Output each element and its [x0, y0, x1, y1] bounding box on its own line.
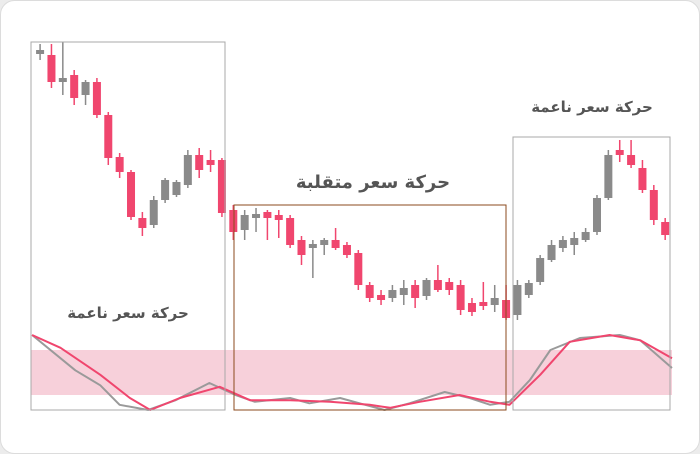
candle-body — [649, 190, 658, 220]
annotation: حركة سعر متقلبة — [296, 172, 450, 193]
candle-body — [92, 82, 101, 115]
candle-body — [36, 50, 45, 54]
candle-body — [104, 115, 113, 158]
candle-body — [547, 245, 556, 260]
candle-body — [513, 285, 522, 315]
candle-body — [467, 303, 476, 312]
candle-body — [331, 240, 340, 248]
candle-body — [627, 155, 636, 165]
region-box — [233, 204, 507, 411]
candle-body — [536, 258, 545, 282]
candle-body — [570, 238, 579, 245]
candle-body — [297, 240, 306, 255]
annotation: حركة سعر ناعمة — [531, 98, 653, 116]
annotation: حركة سعر ناعمة — [67, 304, 189, 322]
region-box — [512, 136, 671, 411]
candle-body — [456, 285, 465, 310]
candle-layer — [36, 42, 670, 320]
candle-body — [445, 282, 454, 290]
candle-body — [422, 280, 431, 296]
candle-body — [252, 214, 261, 218]
candle-body — [263, 212, 272, 218]
candle-body — [58, 78, 67, 82]
candle-body — [581, 232, 590, 240]
candle-body — [308, 244, 317, 248]
candle-body — [206, 160, 215, 165]
candle-body — [365, 285, 374, 298]
candle-body — [615, 150, 624, 155]
region-box — [30, 41, 226, 411]
candle-body — [115, 157, 124, 172]
candle-body — [81, 82, 90, 95]
candle-body — [286, 218, 295, 245]
candle-body — [138, 218, 147, 228]
candle-body — [592, 198, 601, 232]
candle-body — [229, 210, 238, 232]
candle-body — [70, 75, 79, 98]
candle-body — [127, 172, 136, 217]
candle-body — [388, 290, 397, 298]
candle-body — [183, 155, 192, 185]
candle-body — [479, 302, 488, 306]
band-layer — [31, 350, 672, 395]
candle-body — [558, 240, 567, 248]
candle-body — [195, 155, 204, 170]
oscillator-line — [31, 334, 673, 411]
candle-body — [161, 180, 170, 200]
candle-body — [149, 200, 158, 225]
candle-body — [638, 168, 647, 190]
candle-body — [411, 285, 420, 298]
candle-body — [274, 215, 283, 220]
candle-body — [604, 155, 613, 198]
candle-body — [172, 182, 181, 195]
candle-body — [661, 222, 670, 235]
candle-body — [47, 55, 56, 82]
candle-body — [399, 288, 408, 295]
candle-body — [490, 298, 499, 305]
candle-body — [524, 283, 533, 295]
candle-body — [342, 245, 351, 255]
candle-body — [217, 160, 226, 213]
candle-body — [377, 295, 386, 300]
candle-body — [320, 240, 329, 245]
candle-body — [240, 215, 249, 230]
candle-body — [433, 280, 442, 290]
level-band — [31, 350, 672, 395]
candle-body — [354, 253, 363, 285]
